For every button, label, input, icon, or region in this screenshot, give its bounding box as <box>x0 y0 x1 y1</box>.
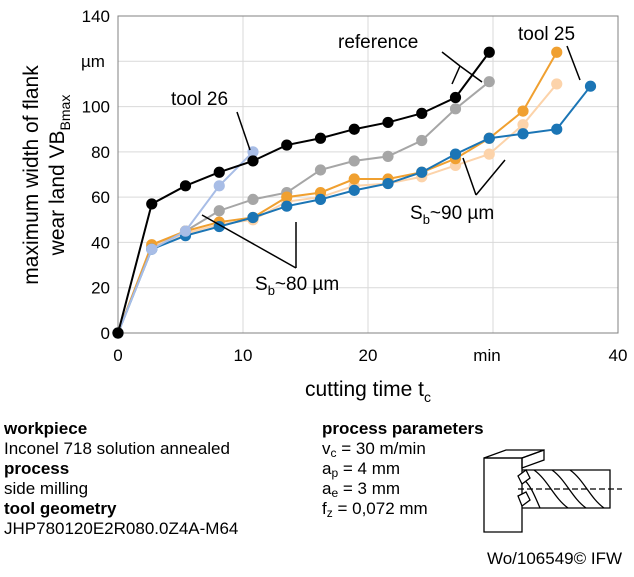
leader-reference-3 <box>459 65 483 83</box>
series-point-5 <box>247 211 259 224</box>
series-point-5 <box>416 166 428 178</box>
series-point-4 <box>551 46 563 58</box>
y-tick-label: 40 <box>91 233 110 252</box>
process-parameters-block: process parameters vc = 30 m/min ap = 4 … <box>322 419 484 519</box>
series-point-0 <box>416 107 428 119</box>
series-point-1 <box>146 243 158 255</box>
series-point-5 <box>314 193 327 206</box>
series-point-2 <box>416 134 428 147</box>
x-axis-label: cutting time tc <box>305 378 431 405</box>
annotation-sb80: Sb~80 µm <box>255 274 339 298</box>
series-point-5 <box>517 128 529 140</box>
process-label: process <box>4 459 70 478</box>
tick-labels: 0 10 20 40 0 20 40 60 80 100 140 <box>82 7 628 365</box>
series-line-0 <box>117 51 491 334</box>
series-point-3 <box>551 78 563 90</box>
series-point-5 <box>348 184 360 196</box>
param-fz: fz = 0,072 mm <box>322 499 428 520</box>
series-point-0 <box>281 139 293 151</box>
leader-sb80-1 <box>201 214 297 269</box>
workpiece-block: workpiece Inconel 718 solution annealed … <box>4 419 238 539</box>
series-point-0 <box>247 155 259 167</box>
series-point-0 <box>146 198 158 210</box>
leader-sb90-1 <box>462 157 477 196</box>
footer-credit: Wo/106549© IFW <box>486 549 622 568</box>
annotation-sb90: Sb~90 µm <box>410 203 494 227</box>
series-point-0 <box>213 166 225 178</box>
x-tick-label: 40 <box>609 346 628 365</box>
series-point-1 <box>179 225 192 237</box>
plot-frame <box>117 15 619 334</box>
y-axis-label-line2: wear land VBBmax <box>46 95 73 257</box>
series-point-5 <box>382 177 394 190</box>
y-axis-label-line1: maximum width of flank <box>20 65 43 285</box>
series-point-2 <box>449 103 462 115</box>
y-tick-label: 140 <box>82 7 110 26</box>
series-point-2 <box>213 205 225 217</box>
workpiece-value: Inconel 718 solution annealed <box>4 439 230 458</box>
series-point-2 <box>247 193 259 206</box>
wear-chart: 0 10 20 40 0 20 40 60 80 100 140 cutting time tc m… <box>20 7 628 405</box>
series-point-0 <box>112 327 124 339</box>
series-point-5 <box>551 123 563 135</box>
tool-geometry-label: tool geometry <box>4 499 117 518</box>
y-tick-label: 60 <box>91 188 110 207</box>
series-point-4 <box>517 105 529 117</box>
series-point-4 <box>348 173 360 185</box>
workpiece-label: workpiece <box>4 419 88 438</box>
x-tick-label: 10 <box>234 346 253 365</box>
series-point-0 <box>382 116 394 129</box>
x-unit-label: min <box>473 346 500 365</box>
tool-geometry-value: JHP780120E2R080.0Z4A-M64 <box>4 519 239 538</box>
series-point-0 <box>449 91 462 104</box>
y-unit-label: µm <box>81 52 105 71</box>
series-point-5 <box>449 148 462 160</box>
process-parameters-label: process parameters <box>322 419 484 438</box>
leader-sb90-2 <box>475 159 506 196</box>
leader-reference-2 <box>451 65 461 85</box>
series-point-2 <box>483 76 495 88</box>
series-point-5 <box>281 200 293 212</box>
series-point-0 <box>314 132 327 144</box>
series-point-3 <box>483 148 495 160</box>
grid <box>117 15 619 334</box>
series-point-2 <box>314 164 327 176</box>
series-point-0 <box>483 46 495 58</box>
series-point-0 <box>348 123 360 135</box>
param-vc: vc = 30 m/min <box>322 439 426 460</box>
annotation-reference: reference <box>338 32 418 53</box>
x-tick-label: 0 <box>113 346 122 365</box>
series-point-5 <box>483 132 495 144</box>
y-tick-label: 0 <box>101 324 110 343</box>
series-group <box>112 46 597 339</box>
leader-tool26 <box>236 111 251 151</box>
series-point-0 <box>179 180 192 192</box>
process-value: side milling <box>4 479 89 498</box>
annotation-tool26: tool 26 <box>171 89 228 110</box>
leader-tool25 <box>566 45 581 81</box>
y-tick-label: 100 <box>82 98 110 117</box>
annotations: reference tool 26 tool 25 Sb~80 µm Sb~90… <box>171 24 581 298</box>
y-tick-label: 80 <box>91 143 110 162</box>
param-ap: ap = 4 mm <box>322 459 401 480</box>
leader-reference-1 <box>441 51 461 67</box>
y-tick-label: 20 <box>91 279 110 298</box>
series-point-5 <box>584 80 597 92</box>
milling-tool-sketch <box>483 449 622 533</box>
series-point-2 <box>348 155 360 167</box>
param-ae: ae = 3 mm <box>322 479 401 500</box>
x-tick-label: 20 <box>359 346 378 365</box>
series-point-2 <box>382 150 394 162</box>
annotation-tool25: tool 25 <box>518 24 575 45</box>
series-point-1 <box>213 180 225 192</box>
series-line-3 <box>117 83 558 334</box>
